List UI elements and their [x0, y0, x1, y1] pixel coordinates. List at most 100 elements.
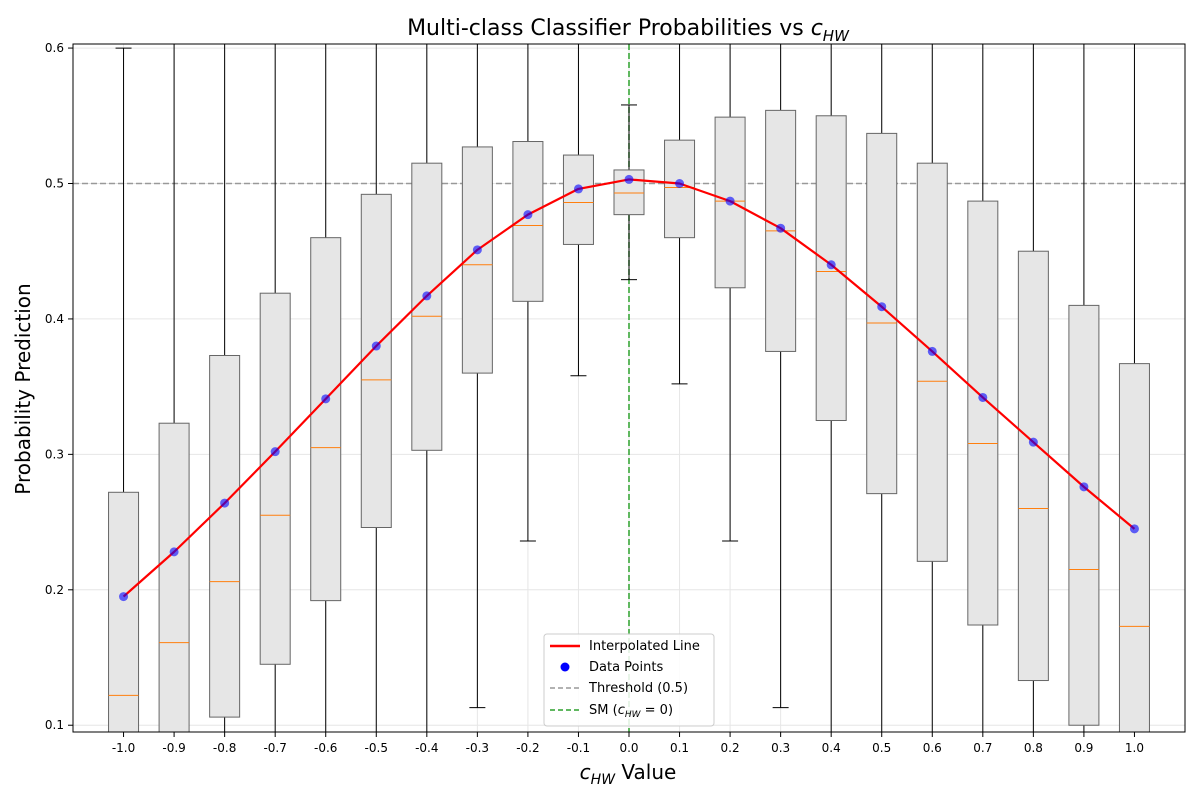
- x-tick-label: -0.5: [365, 741, 388, 755]
- x-tick-label: -0.2: [516, 741, 539, 755]
- box-plot: [259, 44, 291, 732]
- box-plot: [1118, 44, 1150, 733]
- box: [360, 193, 392, 528]
- y-tick-label: 0.4: [45, 312, 64, 326]
- data-point: [371, 341, 381, 351]
- data-point: [826, 260, 836, 270]
- data-point: [675, 178, 685, 188]
- box-plot: [1017, 44, 1049, 732]
- box: [1068, 304, 1100, 726]
- box-plot: [310, 44, 342, 732]
- data-point: [220, 498, 230, 508]
- x-axis-label: cHW Value: [580, 760, 677, 788]
- x-tick-label: 0.5: [872, 741, 891, 755]
- data-point: [472, 245, 482, 255]
- box-plot: [360, 44, 392, 732]
- x-tick-label: 0.3: [771, 741, 790, 755]
- x-axis-label-sub: HW: [591, 772, 617, 788]
- data-point: [270, 447, 280, 457]
- legend-sm-symbol: c: [618, 703, 625, 718]
- box: [461, 146, 493, 374]
- x-tick-label: -0.3: [466, 741, 489, 755]
- data-point: [169, 547, 179, 557]
- legend-box: [543, 633, 715, 727]
- box-plot: [815, 44, 847, 732]
- box-plot: [1068, 44, 1100, 732]
- box: [209, 354, 241, 718]
- chart-title-symbol: c: [811, 16, 823, 41]
- box-plot: [765, 44, 797, 709]
- box-plot: [108, 47, 140, 733]
- box-plot: [562, 44, 594, 377]
- box-plot: [967, 44, 999, 732]
- box: [1118, 363, 1150, 733]
- box-plot: [209, 44, 241, 732]
- box: [158, 422, 190, 733]
- x-tick-label: 0.0: [619, 741, 638, 755]
- box: [562, 154, 594, 245]
- box-plot: [461, 44, 493, 709]
- box: [1017, 250, 1049, 682]
- x-tick-label: -0.9: [162, 741, 185, 755]
- x-tick-label: 0.9: [1074, 741, 1093, 755]
- x-tick-label: 0.2: [721, 741, 740, 755]
- x-axis-label-symbol: c: [580, 760, 591, 784]
- chart-title: Multi-class Classifier Probabilities vs …: [407, 16, 850, 45]
- series: [119, 174, 1139, 602]
- chart-title-main: Multi-class Classifier Probabilities vs: [407, 16, 811, 41]
- data-point: [978, 392, 988, 402]
- box-plot: [916, 44, 948, 732]
- legend-label-sm: SM (cHW = 0): [589, 703, 673, 720]
- x-tick-label: 0.7: [973, 741, 992, 755]
- chart-title-sub: HW: [823, 27, 850, 45]
- x-tick-label: 0.1: [670, 741, 689, 755]
- y-tick-label: 0.1: [45, 718, 64, 732]
- box: [664, 139, 696, 239]
- y-tick-label: 0.2: [45, 583, 64, 597]
- box-plot: [866, 44, 898, 732]
- y-tick-label: 0.6: [45, 41, 64, 55]
- data-point: [624, 174, 634, 184]
- x-tick-label: -1.0: [112, 741, 135, 755]
- box-plot: [512, 44, 544, 542]
- x-tick-label: -0.1: [567, 741, 590, 755]
- data-point: [927, 346, 937, 356]
- y-tick-label: 0.3: [45, 447, 64, 461]
- data-point: [573, 184, 583, 194]
- x-tick-label: 0.4: [822, 741, 841, 755]
- data-point: [776, 223, 786, 233]
- box: [967, 200, 999, 626]
- x-tick-label: 0.6: [923, 741, 942, 755]
- reference-lines: [73, 44, 1185, 732]
- data-point: [877, 302, 887, 312]
- legend-sm-main: SM (: [589, 703, 618, 718]
- box-plot: [613, 104, 645, 281]
- box-plot: [411, 44, 443, 732]
- x-axis-label-rest: Value: [615, 760, 676, 784]
- data-point: [523, 210, 533, 220]
- x-tick-label: -0.7: [263, 741, 286, 755]
- box: [259, 292, 291, 665]
- data-point: [321, 394, 331, 404]
- x-tick-label: -0.4: [415, 741, 438, 755]
- box-plot: [714, 44, 746, 542]
- y-axis-label: Probability Prediction: [11, 283, 35, 494]
- x-tick-label: 0.8: [1024, 741, 1043, 755]
- legend-label-points: Data Points: [589, 660, 663, 675]
- box: [866, 132, 898, 495]
- y-tick-label: 0.5: [45, 176, 64, 190]
- axes: -1.0 -0.9 -0.8 -0.7 -0.6 -0.5 -0.4 -0.3 -0.2 -0.1…: [45, 41, 1144, 755]
- box: [108, 491, 140, 733]
- x-tick-label: -0.8: [213, 741, 236, 755]
- x-tick-label: 1.0: [1125, 741, 1144, 755]
- box: [310, 237, 342, 602]
- data-point: [1129, 524, 1139, 534]
- legend-sm-sub: HW: [625, 710, 642, 720]
- x-tick-label: -0.6: [314, 741, 337, 755]
- data-point: [1079, 482, 1089, 492]
- data-point: [725, 196, 735, 206]
- legend: Interpolated Line Data Points Threshold …: [543, 633, 715, 727]
- data-point: [1028, 437, 1038, 447]
- data-point: [422, 291, 432, 301]
